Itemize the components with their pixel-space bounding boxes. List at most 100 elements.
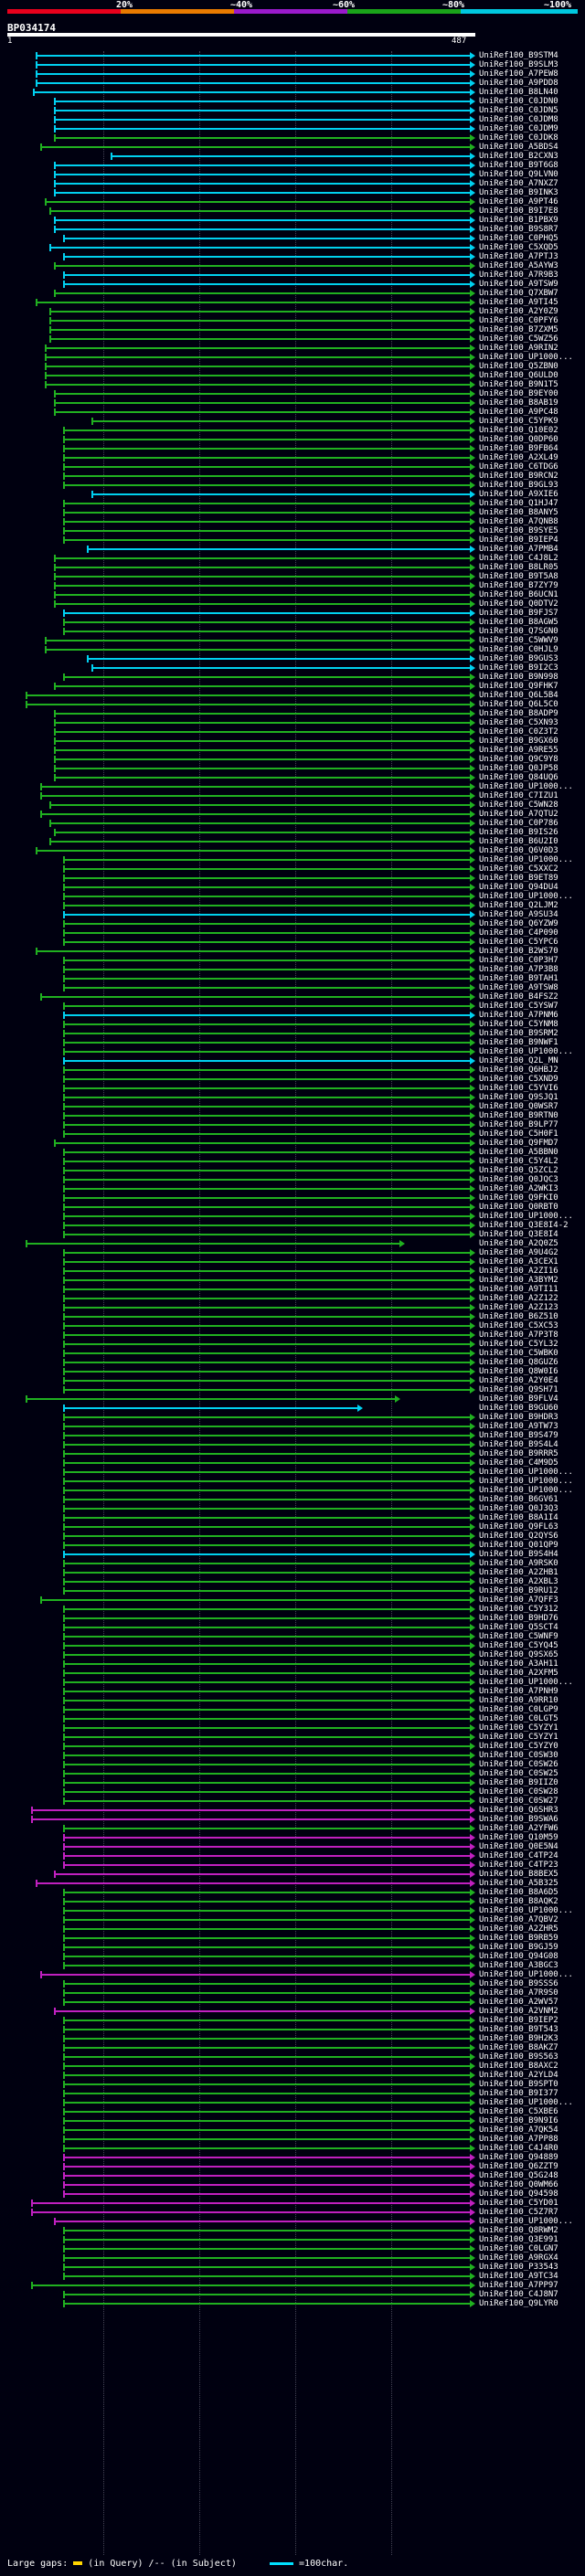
hit-row[interactable]: UniRef100_A7PEW8 bbox=[0, 69, 585, 79]
hit-bar[interactable] bbox=[63, 1581, 470, 1583]
hit-bar[interactable] bbox=[63, 1517, 470, 1519]
hit-row[interactable]: UniRef100_C0SW25 bbox=[0, 1769, 585, 1778]
hit-bar[interactable] bbox=[26, 704, 470, 705]
hit-row[interactable]: UniRef100_C0LGN7 bbox=[0, 2244, 585, 2253]
hit-row[interactable]: UniRef100_B9SYE5 bbox=[0, 526, 585, 535]
hit-label-link[interactable]: UniRef100_B7ZY79 bbox=[479, 581, 558, 590]
hit-row[interactable]: UniRef100_B8BEX5 bbox=[0, 1870, 585, 1879]
hit-bar[interactable] bbox=[63, 1489, 470, 1491]
hit-bar[interactable] bbox=[63, 1435, 470, 1436]
hit-row[interactable]: UniRef100_Q6L5C0 bbox=[0, 700, 585, 709]
hit-bar[interactable] bbox=[63, 1151, 470, 1153]
hit-row[interactable]: UniRef100_B7ZXM5 bbox=[0, 325, 585, 334]
hit-row[interactable]: UniRef100_Q7SGN0 bbox=[0, 627, 585, 636]
hit-bar[interactable] bbox=[63, 2111, 470, 2113]
hit-bar[interactable] bbox=[63, 1864, 470, 1866]
hit-row[interactable]: UniRef100_B9FLV4 bbox=[0, 1394, 585, 1404]
hit-label-link[interactable]: UniRef100_A2Y0E4 bbox=[479, 1376, 558, 1385]
hit-label-link[interactable]: UniRef100_C5XQD5 bbox=[479, 243, 558, 252]
hit-label-link[interactable]: UniRef100_Q6HBJ2 bbox=[479, 1065, 558, 1075]
hit-row[interactable]: UniRef100_B9IS26 bbox=[0, 828, 585, 837]
hit-bar[interactable] bbox=[63, 1691, 470, 1692]
hit-label-link[interactable]: UniRef100_Q9FMD7 bbox=[479, 1139, 558, 1148]
hit-row[interactable]: UniRef100_C0JDN5 bbox=[0, 106, 585, 115]
hit-bar[interactable] bbox=[63, 1718, 470, 1720]
hit-row[interactable]: UniRef100_A9RE55 bbox=[0, 746, 585, 755]
hit-label-link[interactable]: UniRef100_Q2L_MN bbox=[479, 1056, 558, 1065]
hit-bar[interactable] bbox=[63, 521, 470, 523]
hit-bar[interactable] bbox=[63, 1060, 470, 1062]
hit-bar[interactable] bbox=[63, 1115, 470, 1117]
hit-row[interactable]: UniRef100_B9T5A8 bbox=[0, 572, 585, 581]
hit-label-link[interactable]: UniRef100_B8BEX5 bbox=[479, 1870, 558, 1879]
hit-label-link[interactable]: UniRef100_A7PP97 bbox=[479, 2281, 558, 2290]
hit-bar[interactable] bbox=[111, 155, 470, 157]
hit-row[interactable]: UniRef100_B9SWA6 bbox=[0, 1815, 585, 1824]
hit-label-link[interactable]: UniRef100_A2YLD4 bbox=[479, 2071, 558, 2080]
hit-label-link[interactable]: UniRef100_Q0DTV2 bbox=[479, 599, 558, 609]
hit-label-link[interactable]: UniRef100_B9H2K3 bbox=[479, 2034, 558, 2043]
hit-label-link[interactable]: UniRef100_A7R9S0 bbox=[479, 1988, 558, 1998]
hit-row[interactable]: UniRef100_Q84UQ6 bbox=[0, 773, 585, 782]
hit-label-link[interactable]: UniRef100_C0SW27 bbox=[479, 1797, 558, 1806]
hit-label-link[interactable]: UniRef100_Q6YZW9 bbox=[479, 919, 558, 928]
hit-bar[interactable] bbox=[63, 1407, 357, 1409]
hit-bar[interactable] bbox=[63, 2175, 470, 2177]
hit-bar[interactable] bbox=[63, 2184, 470, 2186]
hit-label-link[interactable]: UniRef100_C0SW25 bbox=[479, 1769, 558, 1778]
hit-bar[interactable] bbox=[54, 777, 470, 779]
hit-row[interactable]: UniRef100_Q6YZW9 bbox=[0, 919, 585, 928]
hit-bar[interactable] bbox=[63, 1636, 470, 1638]
hit-row[interactable]: UniRef100_C5YPC6 bbox=[0, 938, 585, 947]
hit-bar[interactable] bbox=[63, 1444, 470, 1446]
hit-label-link[interactable]: UniRef100_A9TC34 bbox=[479, 2272, 558, 2281]
hit-label-link[interactable]: UniRef100_B6U2I0 bbox=[479, 837, 558, 846]
hit-label-link[interactable]: UniRef100_B8AGW5 bbox=[479, 618, 558, 627]
hit-row[interactable]: UniRef100_Q0J3Q3 bbox=[0, 1504, 585, 1513]
hit-row[interactable]: UniRef100_Q0JQC3 bbox=[0, 1175, 585, 1184]
hit-row[interactable]: UniRef100_C5Y4L2 bbox=[0, 1157, 585, 1166]
hit-bar[interactable] bbox=[63, 959, 470, 961]
hit-row[interactable]: UniRef100_A2Y0Z9 bbox=[0, 307, 585, 316]
hit-bar[interactable] bbox=[63, 484, 470, 486]
hit-label-link[interactable]: UniRef100_C5YQ45 bbox=[479, 1641, 558, 1650]
hit-bar[interactable] bbox=[63, 1782, 470, 1784]
hit-bar[interactable] bbox=[63, 1791, 470, 1793]
hit-label-link[interactable]: UniRef100_UP1000... bbox=[479, 1906, 573, 1915]
hit-row[interactable]: UniRef100_C5YSW7 bbox=[0, 1002, 585, 1011]
hit-bar[interactable] bbox=[31, 2211, 470, 2213]
hit-bar[interactable] bbox=[54, 183, 470, 185]
hit-bar[interactable] bbox=[54, 832, 470, 833]
hit-label-link[interactable]: UniRef100_B9I2C3 bbox=[479, 663, 558, 673]
hit-bar[interactable] bbox=[49, 338, 470, 340]
hit-row[interactable]: UniRef100_A9PT46 bbox=[0, 197, 585, 207]
hit-bar[interactable] bbox=[63, 1937, 470, 1939]
hit-row[interactable]: UniRef100_B9N998 bbox=[0, 673, 585, 682]
hit-row[interactable]: UniRef100_B8LN40 bbox=[0, 88, 585, 97]
hit-row[interactable]: UniRef100_B9GJ59 bbox=[0, 1943, 585, 1952]
hit-bar[interactable] bbox=[45, 201, 470, 203]
hit-label-link[interactable]: UniRef100_Q94DU4 bbox=[479, 883, 558, 892]
hit-label-link[interactable]: UniRef100_Q1HJ47 bbox=[479, 499, 558, 508]
hit-label-link[interactable]: UniRef100_Q5ZCL2 bbox=[479, 1166, 558, 1175]
hit-label-link[interactable]: UniRef100_A9TSW8 bbox=[479, 983, 558, 992]
hit-bar[interactable] bbox=[63, 1910, 470, 1912]
hit-bar[interactable] bbox=[63, 1983, 470, 1985]
hit-row[interactable]: UniRef100_Q9FL63 bbox=[0, 1522, 585, 1532]
hit-row[interactable]: UniRef100_Q0DTV2 bbox=[0, 599, 585, 609]
hit-bar[interactable] bbox=[31, 2284, 470, 2286]
hit-label-link[interactable]: UniRef100_B8AQK2 bbox=[479, 1897, 558, 1906]
hit-bar[interactable] bbox=[63, 2047, 470, 2049]
hit-label-link[interactable]: UniRef100_A2Q0Z5 bbox=[479, 1239, 558, 1248]
hit-row[interactable]: UniRef100_UP1000... bbox=[0, 353, 585, 362]
hit-row[interactable]: UniRef100_A2ZHR5 bbox=[0, 1924, 585, 1934]
hit-bar[interactable] bbox=[63, 2029, 470, 2030]
hit-row[interactable]: UniRef100_A7PP97 bbox=[0, 2281, 585, 2290]
hit-row[interactable]: UniRef100_B8AXC2 bbox=[0, 2062, 585, 2071]
hit-row[interactable]: UniRef100_Q2LJM2 bbox=[0, 901, 585, 910]
hit-row[interactable]: UniRef100_A7QBV2 bbox=[0, 1915, 585, 1924]
hit-bar[interactable] bbox=[63, 1051, 470, 1053]
hit-label-link[interactable]: UniRef100_A2ZHR5 bbox=[479, 1924, 558, 1934]
hit-label-link[interactable]: UniRef100_Q9LYR0 bbox=[479, 2299, 558, 2308]
hit-bar[interactable] bbox=[63, 1590, 470, 1592]
